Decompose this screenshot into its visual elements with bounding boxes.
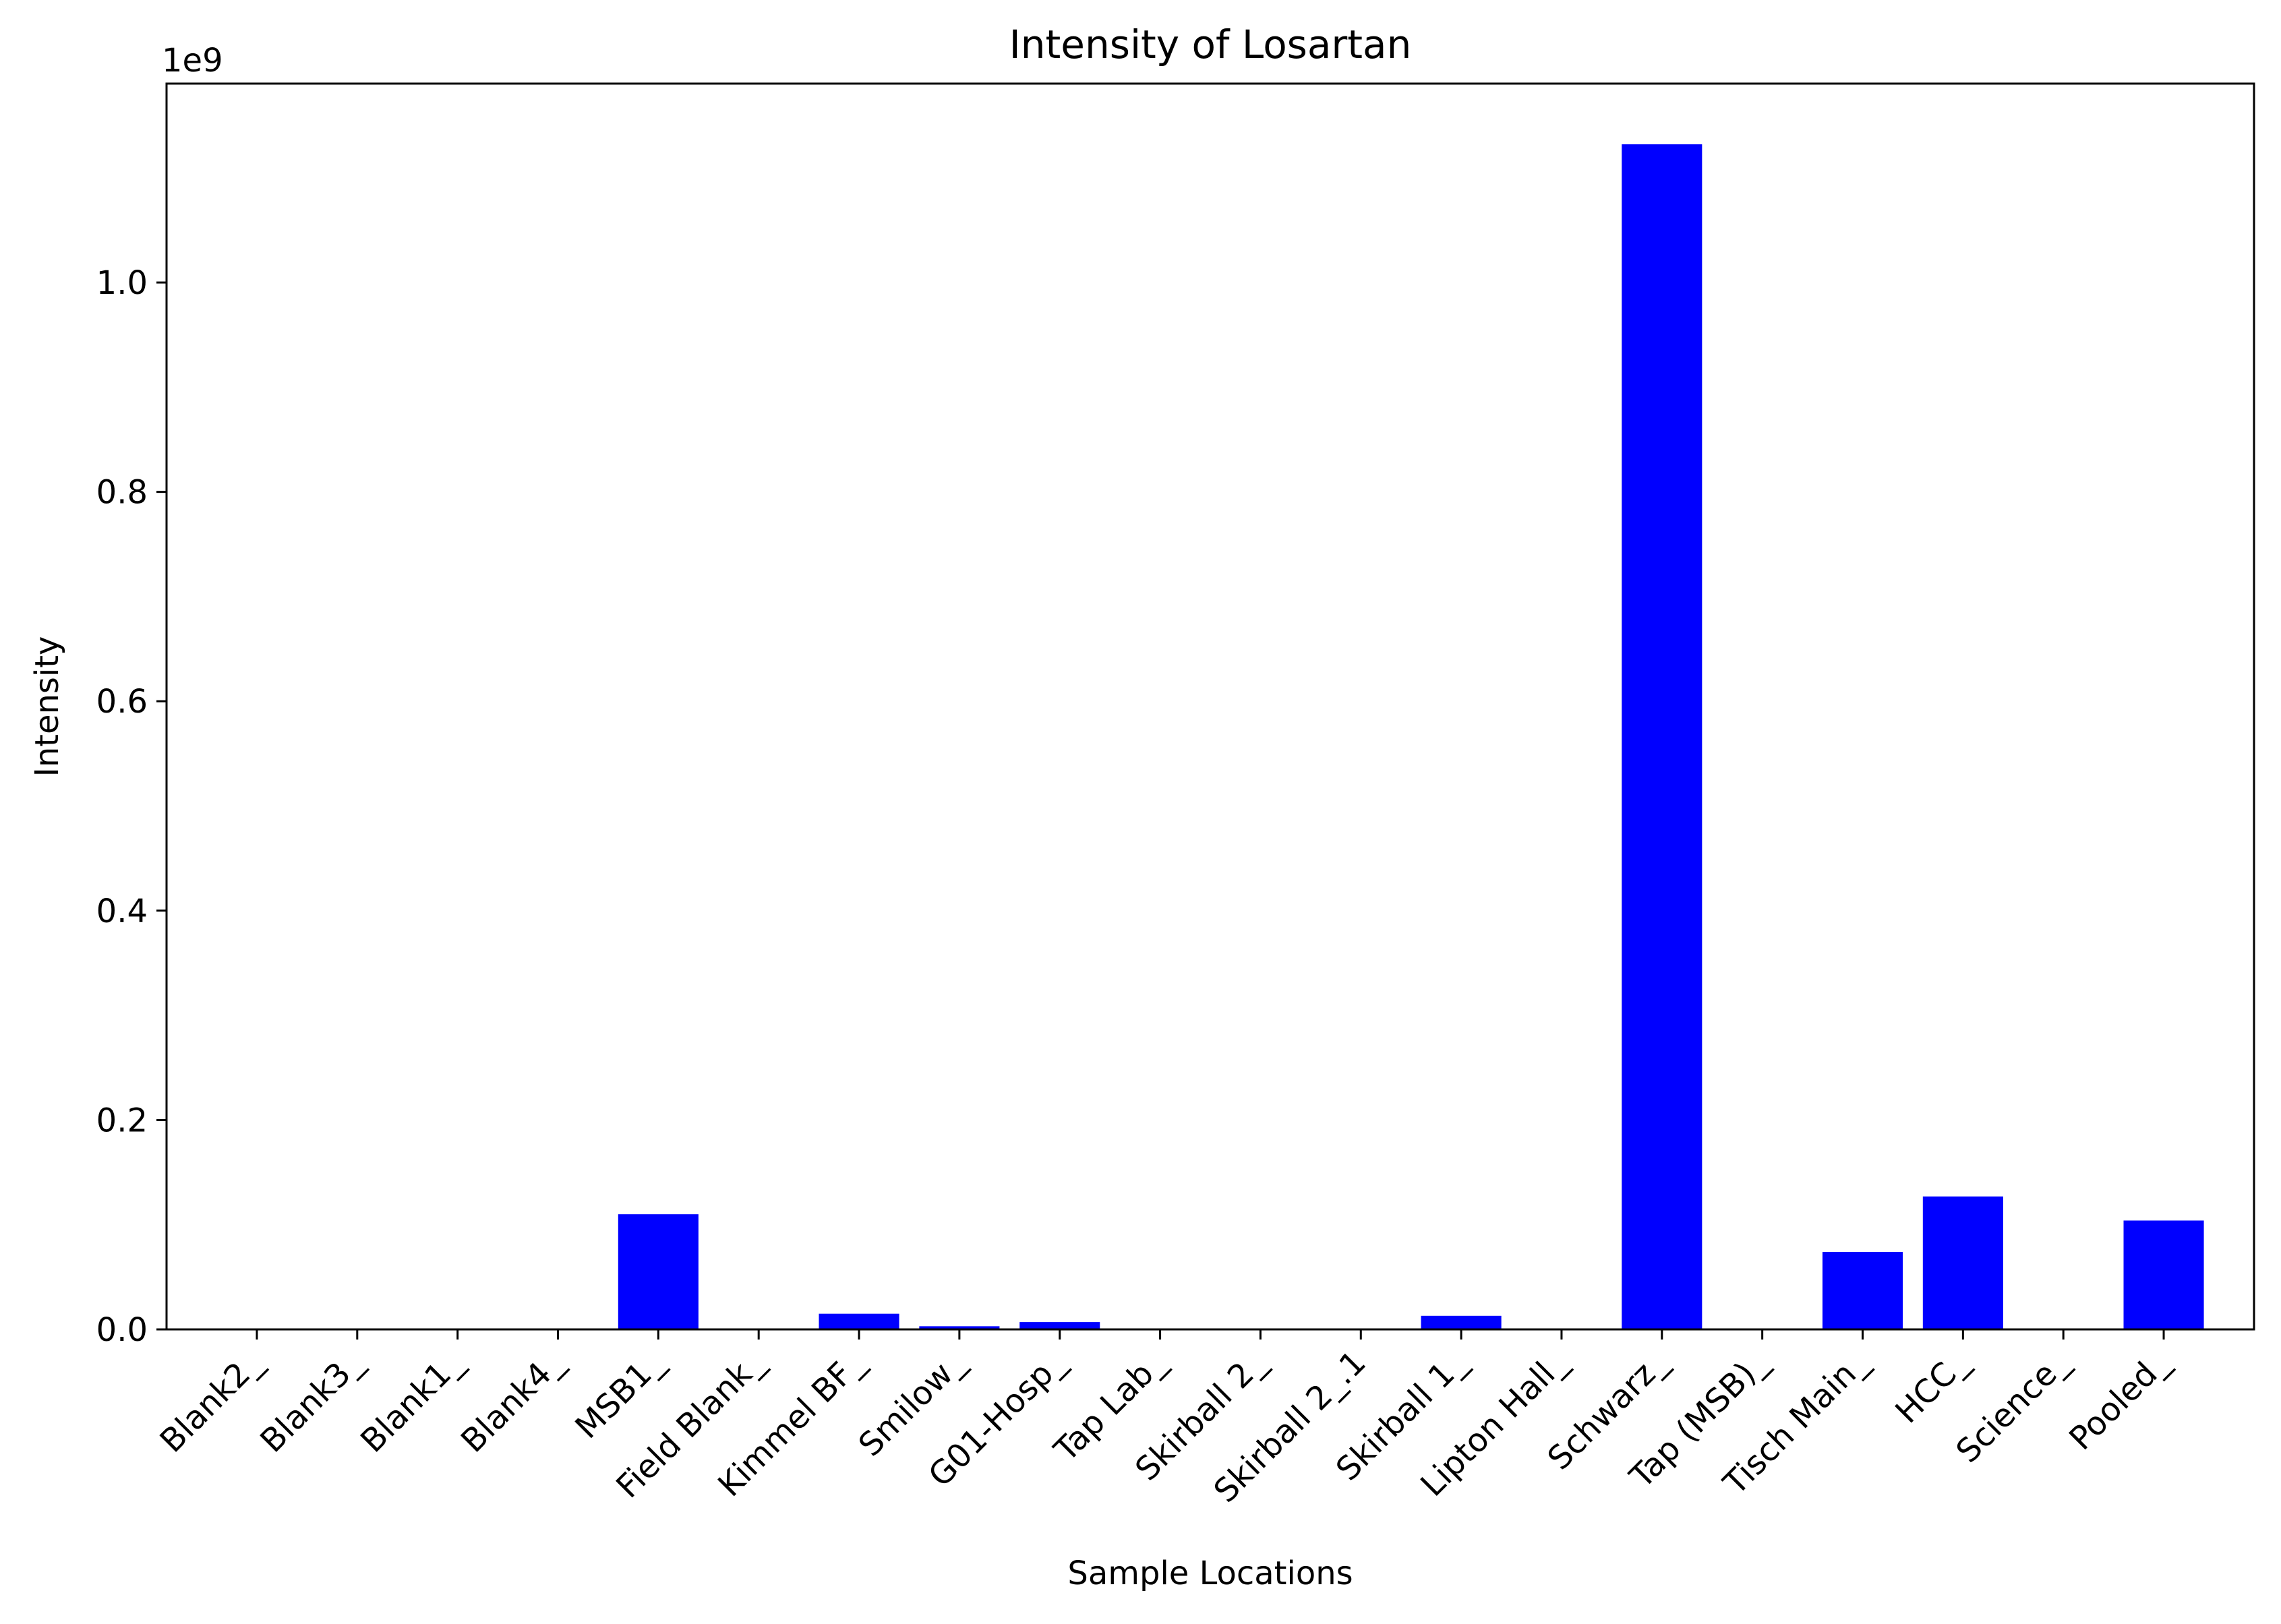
x-tick-label: Pooled_ [2062,1343,2176,1457]
bars-layer [618,144,2204,1330]
x-tick-label: Blank3_ [253,1343,370,1460]
x-tick-label: MSB1_ [568,1343,672,1446]
x-tick-label: Blank4_ [454,1343,571,1460]
x-tick-label: Blank2_ [153,1343,270,1460]
y-tick-label: 0.6 [96,683,148,721]
x-axis-label: Sample Locations [1067,1555,1353,1592]
y-tick-label: 0.8 [96,474,148,512]
bar-pooled [2123,1220,2204,1329]
y-tick-label: 0.4 [96,893,148,930]
x-tick-label: Science_ [1949,1343,2077,1470]
bar-tisch-main [1822,1252,1903,1329]
y-axis-offset-text: 1e9 [162,42,223,80]
chart-title: Intensity of Losartan [1009,22,1412,67]
bar-hcc [1922,1196,2003,1329]
y-tick-label: 1.0 [96,264,148,302]
x-ticks: Blank2_Blank3_Blank1_Blank4_MSB1_Field B… [153,1329,2176,1510]
bar-smilow [919,1326,1000,1329]
y-tick-label: 0.2 [96,1102,148,1139]
plot-frame [165,82,2255,1331]
x-tick-label: Blank1_ [353,1343,471,1460]
bar-skirball-1 [1421,1315,1502,1329]
y-ticks: 0.0 0.2 0.4 0.6 0.8 1.0 [96,264,167,1349]
bar-kimmel-bf [819,1313,899,1329]
bar-schwarz [1622,144,1702,1330]
y-axis-label: Intensity [28,636,66,777]
y-tick-label: 0.0 [96,1311,148,1349]
bar-g01-hosp [1019,1322,1100,1329]
x-tick-label: HCC_ [1888,1343,1976,1431]
bar-msb1 [618,1214,699,1329]
